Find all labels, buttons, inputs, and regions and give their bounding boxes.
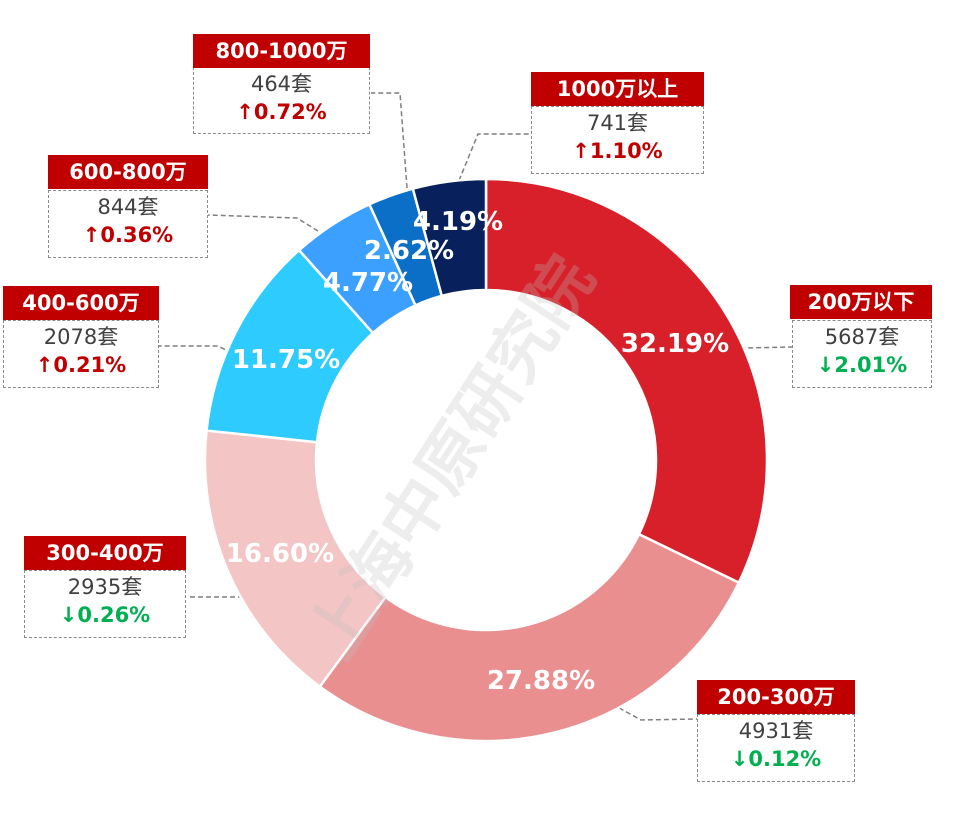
category-label: 400-600万 (3, 286, 159, 320)
callout-box: 5687套 ↓2.01% (792, 320, 932, 388)
category-label: 1000万以上 (531, 72, 704, 106)
unit-count: 5687套 (824, 325, 900, 349)
percent-label: 4.19% (413, 207, 503, 237)
unit-count: 2935套 (67, 575, 143, 599)
category-label: 300-400万 (24, 536, 186, 570)
leader-line (611, 703, 698, 721)
unit-count: 4931套 (738, 719, 814, 743)
change-rate: ↓0.12% (730, 747, 822, 771)
change-rate: ↓2.01% (816, 353, 908, 377)
change-rate: ↑0.36% (82, 223, 174, 247)
callout-box: 844套 ↑0.36% (48, 190, 208, 258)
change-rate: ↑0.72% (236, 100, 327, 124)
category-label: 200万以下 (790, 285, 932, 319)
percent-label: 4.77% (323, 268, 413, 298)
percent-labels: 32.19% 27.88% 16.60% 11.75% 4.77%2.62%4.19% (226, 207, 729, 696)
percent-label: 16.60% (226, 539, 334, 569)
callout-box: 2935套 ↓0.26% (24, 570, 186, 638)
percent-label: 27.88% (487, 666, 595, 696)
category-label: 600-800万 (48, 155, 208, 189)
unit-count: 464套 (250, 72, 313, 96)
unit-count: 741套 (586, 111, 649, 135)
change-rate: ↑1.10% (572, 139, 663, 163)
change-rate: ↑0.21% (35, 353, 127, 377)
slices (203, 177, 769, 743)
callout-box: 2078套 ↑0.21% (3, 320, 159, 388)
category-label: 800-1000万 (193, 34, 370, 68)
percent-label: 11.75% (232, 345, 340, 375)
leader-line (371, 92, 408, 189)
callout-box: 464套 ↑0.72% (193, 67, 370, 134)
leader-line (207, 214, 319, 232)
donut-slice (411, 177, 488, 298)
donut-slice (318, 532, 741, 743)
percent-label: 32.19% (621, 329, 729, 359)
category-label: 200-300万 (697, 680, 855, 714)
unit-count: 844套 (97, 195, 159, 219)
unit-count: 2078套 (43, 325, 119, 349)
change-rate: ↓0.26% (59, 603, 151, 627)
leader-line (158, 345, 233, 354)
callout-box: 741套 ↑1.10% (531, 106, 704, 174)
percent-label: 2.62% (364, 236, 454, 266)
donut-slice (484, 177, 769, 585)
leader-line (455, 133, 533, 189)
callout-box: 4931套 ↓0.12% (697, 714, 855, 782)
